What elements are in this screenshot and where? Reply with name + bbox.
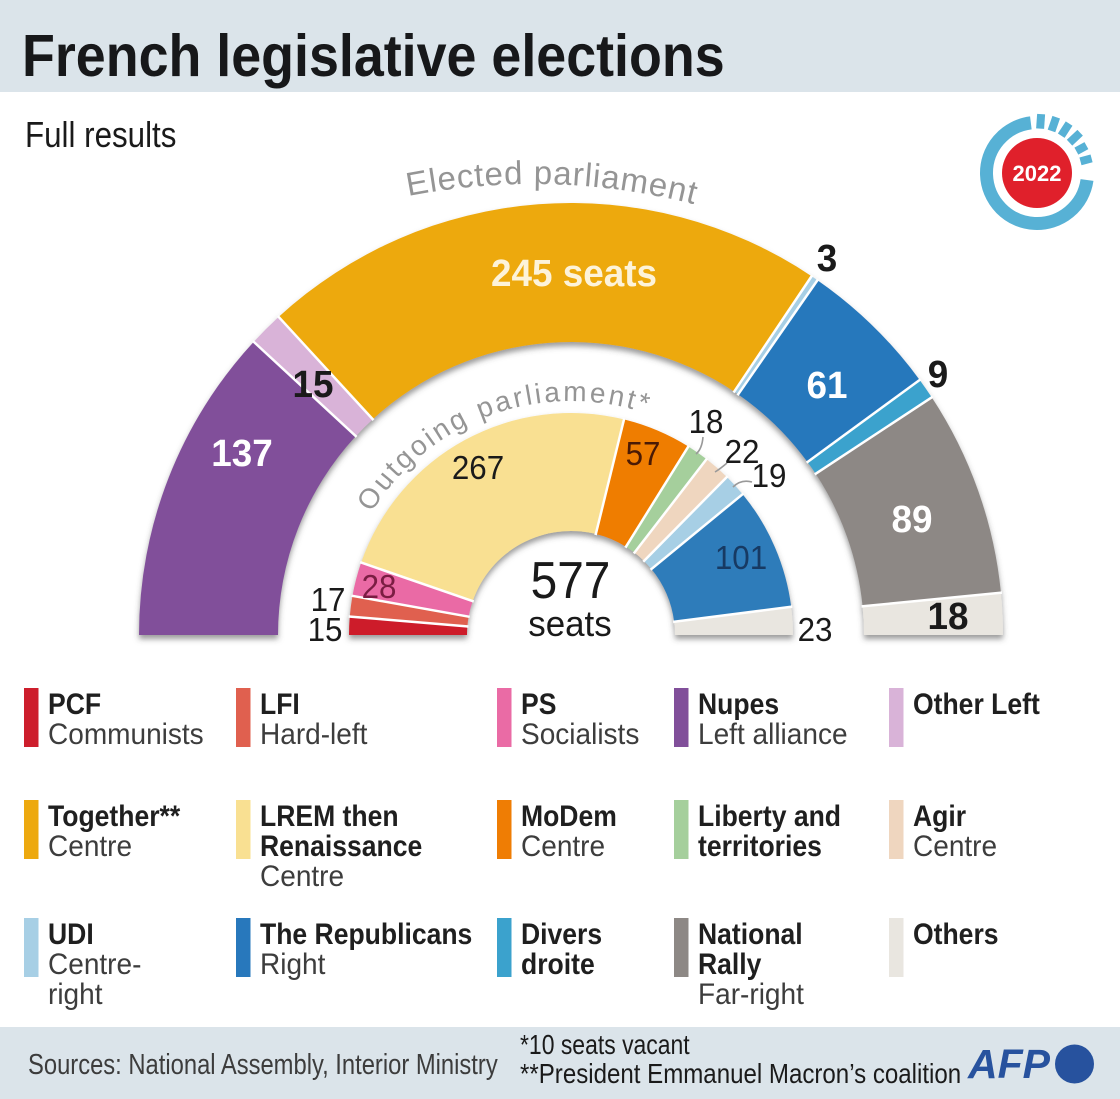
svg-text:territories: territories xyxy=(698,830,822,863)
svg-text:Other Left: Other Left xyxy=(913,688,1040,721)
svg-text:Elected parliament: Elected parliament xyxy=(403,154,701,211)
svg-text:577: 577 xyxy=(531,551,611,609)
svg-text:droite: droite xyxy=(521,948,595,981)
svg-text:17: 17 xyxy=(311,581,346,618)
svg-text:seats: seats xyxy=(528,604,611,645)
svg-text:Right: Right xyxy=(260,948,325,981)
svg-text:9: 9 xyxy=(928,352,948,395)
svg-text:Centre-: Centre- xyxy=(48,948,141,981)
svg-text:Rally: Rally xyxy=(698,948,762,981)
svg-text:PS: PS xyxy=(521,688,556,721)
svg-text:PCF: PCF xyxy=(48,688,101,721)
svg-text:The Republicans: The Republicans xyxy=(260,918,472,951)
svg-text:Communists: Communists xyxy=(48,718,204,751)
svg-text:Far-right: Far-right xyxy=(698,978,804,1011)
svg-text:18: 18 xyxy=(689,403,724,440)
svg-text:Socialists: Socialists xyxy=(521,718,639,751)
svg-text:right: right xyxy=(48,978,103,1011)
svg-text:UDI: UDI xyxy=(48,918,94,951)
svg-text:Centre: Centre xyxy=(913,830,997,863)
svg-text:Divers: Divers xyxy=(521,918,602,951)
svg-text:French legislative elections: French legislative elections xyxy=(22,23,725,89)
svg-text:Agir: Agir xyxy=(913,800,966,833)
svg-text:89: 89 xyxy=(892,497,933,540)
svg-text:AFP: AFP xyxy=(967,1041,1051,1087)
svg-text:Renaissance: Renaissance xyxy=(260,830,422,863)
svg-text:267: 267 xyxy=(452,449,504,486)
svg-text:137: 137 xyxy=(211,431,272,474)
svg-text:Others: Others xyxy=(913,918,999,951)
svg-text:*10 seats vacant: *10 seats vacant xyxy=(520,1030,690,1061)
svg-text:23: 23 xyxy=(798,611,833,648)
svg-text:57: 57 xyxy=(626,435,661,472)
svg-text:15: 15 xyxy=(293,362,334,405)
svg-text:Nupes: Nupes xyxy=(698,688,779,721)
svg-text:61: 61 xyxy=(807,363,848,406)
svg-text:LFI: LFI xyxy=(260,688,300,721)
svg-text:LREM then: LREM then xyxy=(260,800,399,833)
svg-text:Hard-left: Hard-left xyxy=(260,718,367,751)
svg-text:**President Emmanuel Macron’s: **President Emmanuel Macron’s coalition xyxy=(520,1057,961,1089)
svg-text:Centre: Centre xyxy=(521,830,605,863)
svg-text:3: 3 xyxy=(817,236,837,279)
svg-text:Left alliance: Left alliance xyxy=(698,718,848,751)
svg-text:Together**: Together** xyxy=(48,800,180,833)
svg-text:MoDem: MoDem xyxy=(521,800,617,833)
svg-text:Centre: Centre xyxy=(260,860,344,893)
svg-text:101: 101 xyxy=(715,539,767,576)
svg-text:19: 19 xyxy=(752,457,787,494)
svg-text:Full results: Full results xyxy=(25,115,176,156)
svg-text:National: National xyxy=(698,918,803,951)
svg-text:22: 22 xyxy=(725,433,760,470)
svg-text:Centre: Centre xyxy=(48,830,132,863)
svg-text:18: 18 xyxy=(928,594,969,637)
svg-text:15: 15 xyxy=(308,611,343,648)
svg-text:245 seats: 245 seats xyxy=(491,251,657,294)
svg-text:28: 28 xyxy=(362,568,397,605)
svg-text:Sources: National Assembly, In: Sources: National Assembly, Interior Min… xyxy=(28,1048,498,1081)
svg-text:2022: 2022 xyxy=(1013,161,1062,186)
svg-text:Liberty and: Liberty and xyxy=(698,800,841,833)
